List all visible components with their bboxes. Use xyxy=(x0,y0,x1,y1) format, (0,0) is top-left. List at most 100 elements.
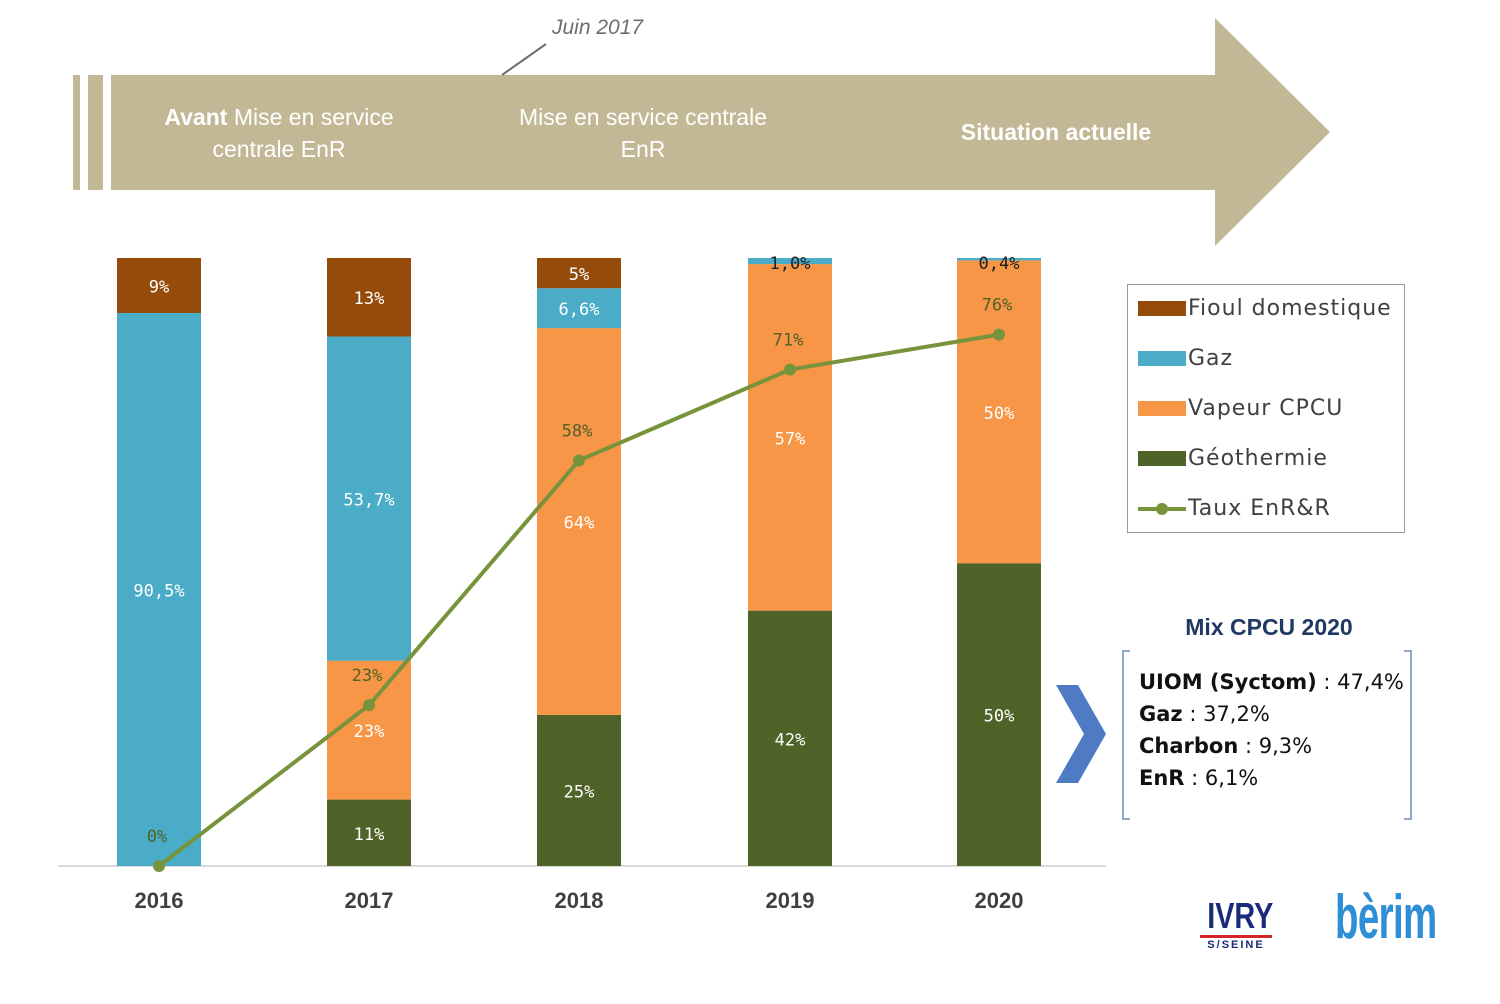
phase-before-line1: Avant Mise en service xyxy=(140,101,418,133)
data-label-fioul-2017: 13% xyxy=(354,289,385,309)
mix-line-gaz: Gaz : 37,2% xyxy=(1139,702,1270,726)
data-label-taux-2018: 58% xyxy=(562,421,593,441)
mix-box: UIOM (Syctom) : 47,4% Gaz : 37,2% Charbo… xyxy=(1122,650,1412,820)
data-label-geothermie-2020: 50% xyxy=(984,707,1015,727)
x-tick-label-2018: 2018 xyxy=(555,888,604,913)
bar-gaz-2019 xyxy=(748,258,832,265)
legend-label-geothermie: Géothermie xyxy=(1188,445,1328,471)
timeline-arrow xyxy=(73,18,1330,246)
mix-line-enr: EnR : 6,1% xyxy=(1139,766,1259,790)
bar-vapeur-2018 xyxy=(537,328,621,715)
point-taux-2016 xyxy=(153,860,165,872)
phase-before-bold: Avant xyxy=(164,104,228,130)
data-label-fioul-2016: 9% xyxy=(149,277,169,297)
x-tick-label-2016: 2016 xyxy=(135,888,184,913)
legend-item-geothermie: Géothermie xyxy=(1138,443,1328,473)
mix-label-charbon: Charbon xyxy=(1139,734,1239,758)
data-label-geothermie-2018: 25% xyxy=(564,782,595,802)
data-label-vapeur-2018: 64% xyxy=(564,514,595,534)
mix-value-charbon: 9,3% xyxy=(1258,734,1313,758)
chart-legend: Fioul domestique Gaz Vapeur CPCU Géother… xyxy=(1127,284,1405,533)
bar-gaz-2018 xyxy=(537,288,621,329)
data-label-taux-2019: 71% xyxy=(773,331,804,351)
phase-commissioning: Mise en service centrale EnR xyxy=(495,101,791,165)
data-label-vapeur-2017: 23% xyxy=(354,722,385,742)
bar-gaz-2020 xyxy=(957,258,1041,261)
mix-value-enr: 6,1% xyxy=(1204,766,1259,790)
legend-item-vapeur: Vapeur CPCU xyxy=(1138,393,1343,423)
bar-fioul-2018 xyxy=(537,258,621,289)
arrow-stripe-1 xyxy=(73,75,80,190)
arrow-stripe-2 xyxy=(88,75,103,190)
mix-value-gaz: 37,2% xyxy=(1203,702,1270,726)
legend-label-gaz: Gaz xyxy=(1188,345,1234,371)
legend-swatch-taux xyxy=(1138,498,1186,518)
data-label-taux-2020: 76% xyxy=(982,296,1013,316)
mix-bracket-right xyxy=(1404,650,1412,820)
legend-item-fioul: Fioul domestique xyxy=(1138,293,1392,323)
x-tick-label-2017: 2017 xyxy=(345,888,394,913)
legend-swatch-geothermie xyxy=(1138,450,1186,466)
legend-item-gaz: Gaz xyxy=(1138,343,1233,373)
phase-current: Situation actuelle xyxy=(960,119,1152,145)
mix-value-uiom: 47,4% xyxy=(1337,670,1404,694)
phase-commissioning-line1: Mise en service centrale xyxy=(519,104,767,130)
legend-swatch-gaz xyxy=(1138,350,1186,366)
ivry-logo-sub: S/SEINE xyxy=(1207,939,1265,951)
data-label-geothermie-2017: 11% xyxy=(354,825,385,845)
data-label-gaz-2017: 53,7% xyxy=(343,491,394,511)
legend-label-fioul: Fioul domestique xyxy=(1188,295,1392,321)
bar-gaz-2016 xyxy=(117,312,201,866)
bar-vapeur-2017 xyxy=(327,660,411,800)
point-taux-2017 xyxy=(363,699,375,712)
ivry-logo: IVRY S/SEINE xyxy=(1200,895,1274,951)
bar-vapeur-2020 xyxy=(957,260,1041,564)
bar-gaz-2017 xyxy=(327,336,411,661)
mix-line-charbon: Charbon : 9,3% xyxy=(1139,734,1313,758)
mix-label-uiom: UIOM (Syctom) xyxy=(1139,670,1317,694)
bar-vapeur-2019 xyxy=(748,264,832,611)
data-label-taux-2016: 0% xyxy=(147,827,167,847)
point-taux-2018 xyxy=(573,454,585,467)
bar-geothermie-2020 xyxy=(957,563,1041,866)
mix-bracket-left xyxy=(1122,650,1130,820)
data-label-gaz-2019: 1,0% xyxy=(770,254,811,274)
data-label-gaz-2016: 90,5% xyxy=(133,581,184,601)
phase-before-text: Mise en service xyxy=(233,104,394,130)
bar-geothermie-2019 xyxy=(748,610,832,866)
legend-label-vapeur: Vapeur CPCU xyxy=(1188,395,1344,421)
data-label-vapeur-2020: 50% xyxy=(984,404,1015,424)
data-label-gaz-2020: 0,4% xyxy=(979,254,1020,274)
legend-item-taux: Taux EnR&R xyxy=(1138,493,1331,523)
ivry-logo-text: IVRY xyxy=(1207,895,1274,936)
phase-before-line2: centrale EnR xyxy=(212,136,346,162)
plot-area: 90,5% 9% 2016 11% 23% 53,7% 13% 2017 25% 64% 6,6% 5… xyxy=(58,254,1106,913)
x-tick-label-2020: 2020 xyxy=(975,888,1024,913)
legend-swatch-fioul xyxy=(1138,300,1186,316)
mix-label-enr: EnR xyxy=(1139,766,1185,790)
phase-commissioning-line2: EnR xyxy=(620,136,666,162)
ivry-logo-bar xyxy=(1200,935,1272,938)
chevron-right-icon xyxy=(1056,685,1106,783)
bar-geothermie-2017 xyxy=(327,799,411,866)
mix-line-uiom: UIOM (Syctom) : 47,4% xyxy=(1139,670,1404,694)
point-taux-2020 xyxy=(993,328,1005,341)
mix-label-gaz: Gaz xyxy=(1139,702,1183,726)
phase-before: Avant Mise en service centrale EnR xyxy=(140,101,418,165)
callout-date: Juin 2017 xyxy=(552,16,644,39)
mix-title: Mix CPCU 2020 xyxy=(1185,614,1353,640)
data-label-vapeur-2019: 57% xyxy=(775,429,806,449)
data-label-gaz-2018: 6,6% xyxy=(559,300,600,320)
x-tick-label-2019: 2019 xyxy=(766,888,815,913)
data-label-taux-2017: 23% xyxy=(352,666,383,686)
point-taux-2019 xyxy=(784,363,796,376)
berim-logo: bèrim xyxy=(1335,883,1437,952)
data-label-geothermie-2019: 42% xyxy=(775,730,806,750)
data-label-fioul-2018: 5% xyxy=(569,265,589,285)
callout-line xyxy=(501,43,547,76)
bar-fioul-2017 xyxy=(327,258,411,337)
legend-label-taux: Taux EnR&R xyxy=(1188,495,1331,521)
bar-geothermie-2018 xyxy=(537,714,621,866)
